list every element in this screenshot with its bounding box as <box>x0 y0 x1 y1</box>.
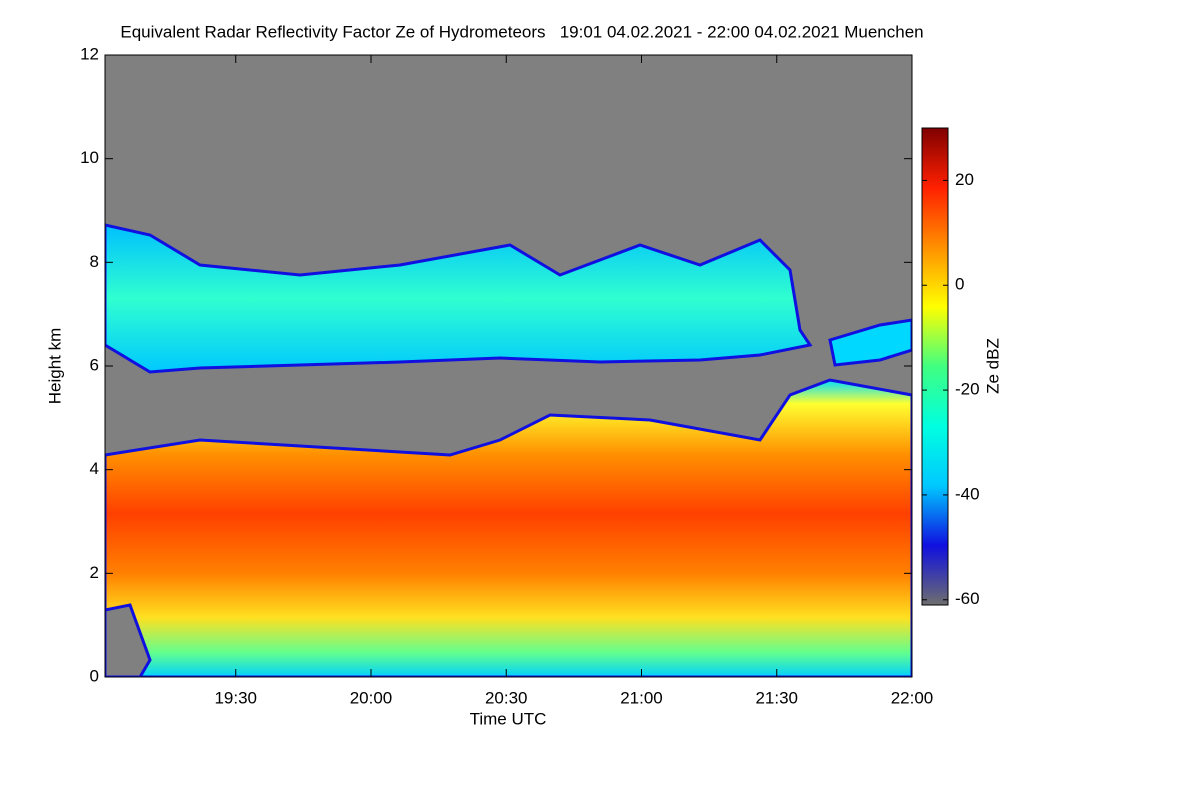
y-axis-label: Height km <box>45 328 64 405</box>
y-tick-label: 0 <box>90 666 99 685</box>
x-tick-label: 22:00 <box>891 688 934 707</box>
colorbar-tick-label: -40 <box>955 484 980 503</box>
chart-title: Equivalent Radar Reflectivity Factor Ze … <box>120 22 923 41</box>
y-tick-label: 10 <box>80 148 99 167</box>
y-tick-label: 8 <box>90 252 99 271</box>
colorbar-tick-label: -60 <box>955 589 980 608</box>
upper-cloud-small <box>828 318 912 367</box>
colorbar-tick-label: -20 <box>955 380 980 399</box>
y-tick-label: 12 <box>80 44 99 63</box>
y-tick-label: 4 <box>90 459 99 478</box>
colorbar-tick-label: 0 <box>955 275 964 294</box>
colorbar-label: Ze dBZ <box>983 338 1002 394</box>
colorbar-tick-label: 20 <box>955 170 974 189</box>
x-tick-label: 21:00 <box>620 688 663 707</box>
colorbar <box>921 127 949 606</box>
y-tick-label: 2 <box>90 563 99 582</box>
precipitation <box>105 378 912 677</box>
x-axis-label: Time UTC <box>470 709 547 728</box>
clear-patch <box>105 603 152 677</box>
y-tick-label: 6 <box>90 355 99 374</box>
radar-field <box>105 55 912 677</box>
x-tick-label: 20:30 <box>485 688 528 707</box>
x-tick-label: 20:00 <box>350 688 393 707</box>
x-tick-label: 19:30 <box>214 688 257 707</box>
upper-cloud <box>105 223 813 374</box>
x-tick-label: 21:30 <box>755 688 798 707</box>
